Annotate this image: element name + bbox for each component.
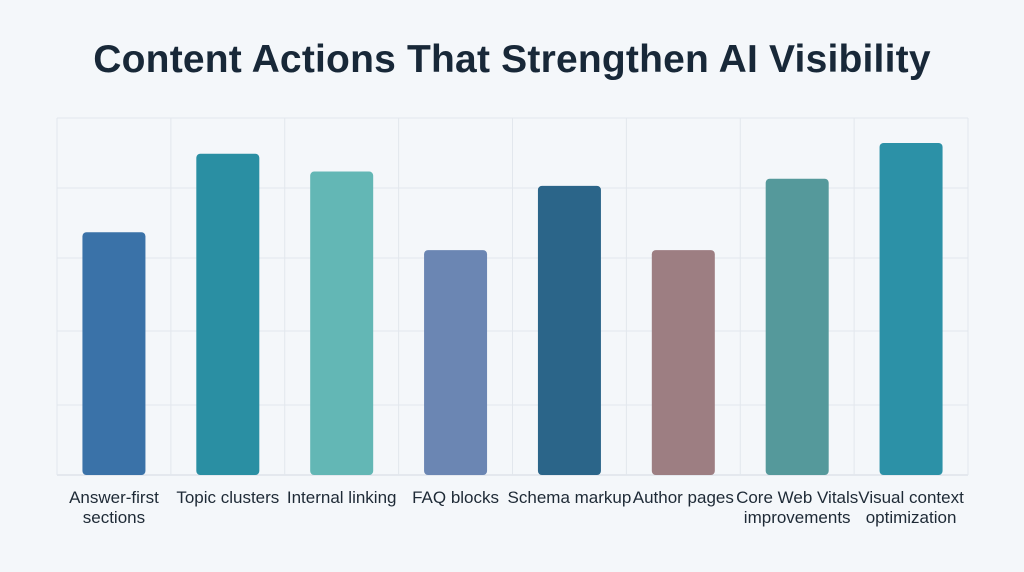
x-tick-label: Internal linking [286,488,397,507]
x-tick-label: Answer-first sections [69,488,159,527]
bar-topic-clusters [196,153,260,475]
x-tick-label: Author pages [632,488,734,507]
x-tick-label: Topic clusters [176,488,280,507]
x-tick-label: Core Web Vitals improvements [736,488,859,527]
bar-author-pages [651,250,715,475]
x-tick-label: Schema markup [507,488,632,507]
bar-visual-context-optimization [879,142,943,476]
bar-faq-blocks [424,250,488,475]
chart-title: Content Actions That Strengthen AI Visib… [93,38,931,81]
x-tick-label: FAQ blocks [412,488,500,507]
x-tick-label: Visual context optimization [858,488,964,527]
bar-schema-markup [537,185,601,475]
bar-internal-linking [310,171,374,476]
bar-answer-first-sections [82,232,146,475]
bar-core-web-vitals-improvements [765,178,829,475]
